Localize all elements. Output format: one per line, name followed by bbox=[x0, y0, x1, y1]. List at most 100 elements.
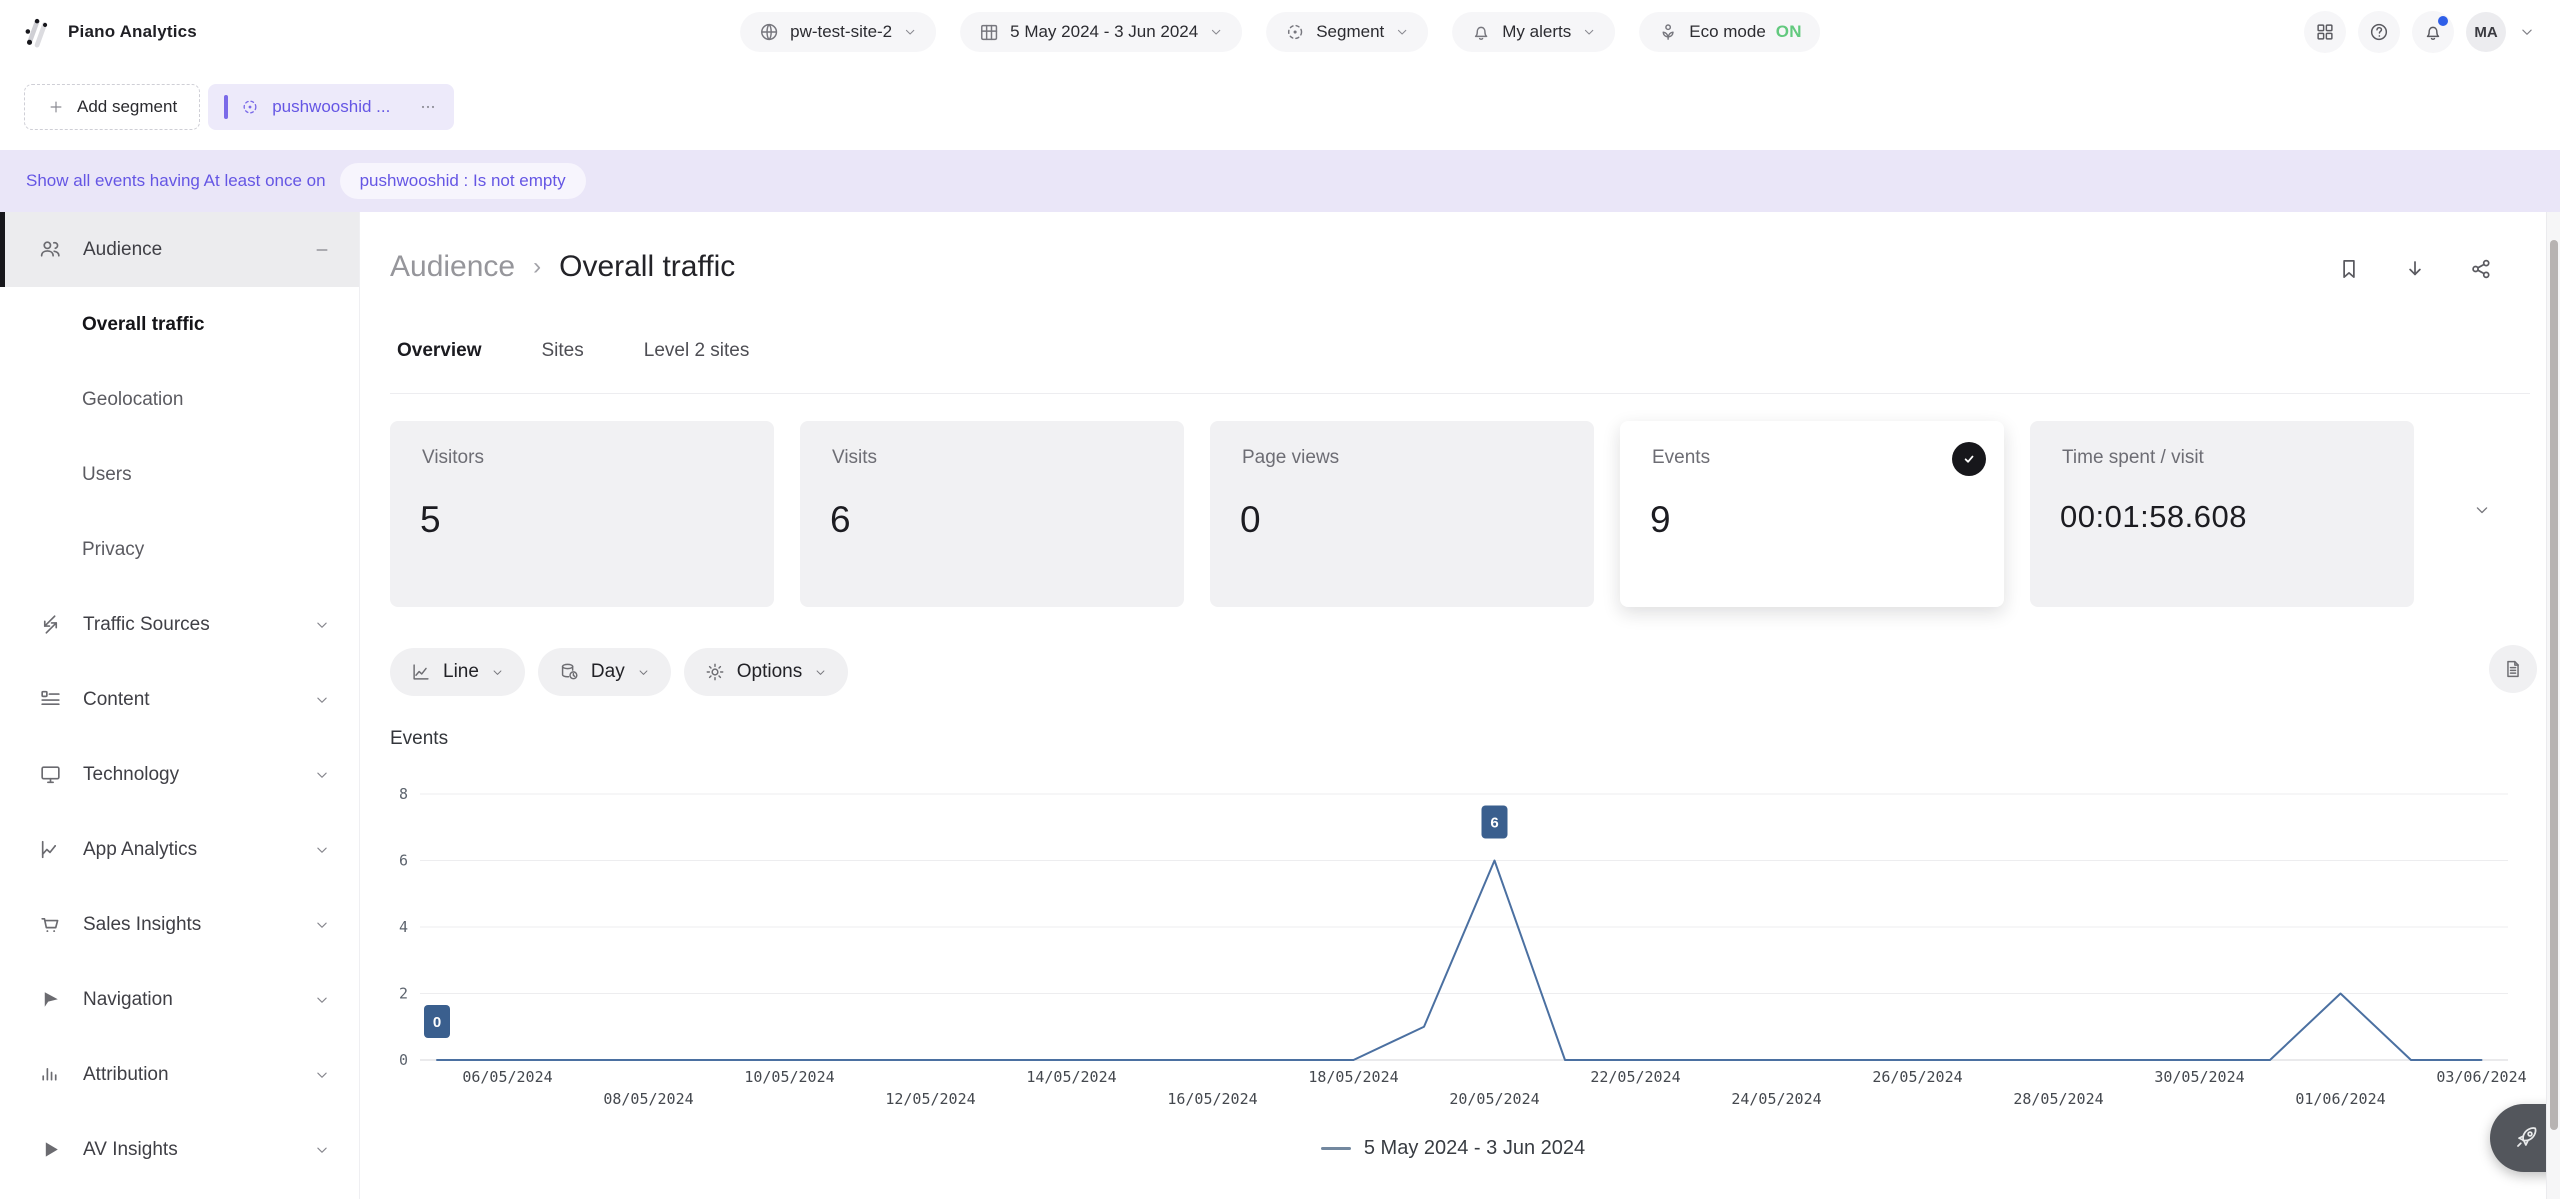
chevron-down-icon bbox=[313, 691, 331, 709]
my-alerts-menu[interactable]: My alerts bbox=[1452, 12, 1615, 52]
my-alerts-label: My alerts bbox=[1502, 22, 1571, 42]
selected-check-badge bbox=[1952, 442, 1986, 476]
account-chevron-icon[interactable] bbox=[2518, 23, 2536, 41]
bell-icon bbox=[1470, 21, 1492, 43]
sidebar-section-content[interactable]: Content bbox=[0, 662, 359, 737]
chevron-down-icon bbox=[313, 991, 331, 1009]
day-dropdown[interactable]: Day bbox=[538, 648, 671, 696]
account-avatar[interactable]: MA bbox=[2466, 12, 2506, 52]
tab-sites[interactable]: Sites bbox=[542, 340, 584, 372]
help-button[interactable] bbox=[2358, 11, 2400, 53]
site-selector-label: pw-test-site-2 bbox=[790, 22, 892, 42]
sidebar-section-sales-insights[interactable]: Sales Insights bbox=[0, 887, 359, 962]
x-axis-tick: 30/05/2024 bbox=[2154, 1068, 2244, 1086]
kpi-value: 9 bbox=[1650, 499, 1671, 541]
cursor-icon bbox=[38, 987, 63, 1012]
more-metrics-chevron-icon[interactable] bbox=[2472, 500, 2492, 520]
traffic-icon bbox=[38, 612, 63, 637]
document-icon bbox=[2502, 658, 2524, 680]
eco-mode-status: ON bbox=[1776, 22, 1802, 42]
x-axis-tick: 26/05/2024 bbox=[1872, 1068, 1962, 1086]
breadcrumb-section[interactable]: Audience bbox=[390, 250, 515, 284]
chevron-down-icon bbox=[902, 24, 918, 40]
chevron-down-icon bbox=[813, 665, 828, 680]
y-axis-tick: 2 bbox=[399, 985, 408, 1003]
sidebar-section-av-insights[interactable]: AV Insights bbox=[0, 1112, 359, 1187]
chevron-down-icon bbox=[313, 1141, 331, 1159]
scrollbar-track[interactable] bbox=[2546, 212, 2560, 1199]
sidebar-section-traffic-sources[interactable]: Traffic Sources bbox=[0, 587, 359, 662]
sidebar-item-geolocation[interactable]: Geolocation bbox=[0, 362, 359, 437]
x-axis-tick: 16/05/2024 bbox=[1167, 1090, 1257, 1108]
segment-icon bbox=[240, 97, 260, 117]
kpi-card-visits[interactable]: Visits6 bbox=[800, 421, 1184, 607]
appchart-icon bbox=[38, 837, 63, 862]
download-icon[interactable] bbox=[2402, 256, 2428, 282]
segment-selector[interactable]: Segment bbox=[1266, 12, 1428, 52]
sidebar-section-audience[interactable]: Audience bbox=[0, 212, 359, 287]
options-dropdown[interactable]: Options bbox=[684, 648, 848, 696]
database-icon bbox=[558, 661, 580, 683]
kpi-card-page-views[interactable]: Page views 0 bbox=[1210, 421, 1594, 607]
sidebar-section-label: Audience bbox=[83, 239, 313, 261]
notifications-button[interactable] bbox=[2412, 11, 2454, 53]
tab-level-2-sites[interactable]: Level 2 sites bbox=[644, 340, 750, 372]
x-axis-tick: 03/06/2024 bbox=[2436, 1068, 2526, 1086]
filter-condition-chip[interactable]: pushwooshid : Is not empty bbox=[340, 163, 586, 199]
page-title: Overall traffic bbox=[559, 250, 735, 284]
x-axis-tick: 20/05/2024 bbox=[1449, 1090, 1539, 1108]
filter-description: Show all events having At least once on bbox=[26, 171, 326, 191]
calendar-icon bbox=[978, 21, 1000, 43]
brand[interactable]: Piano Analytics bbox=[22, 16, 197, 48]
sidebar-section-app-analytics[interactable]: App Analytics bbox=[0, 812, 359, 887]
content-icon bbox=[38, 687, 63, 712]
chevron-down-icon bbox=[313, 916, 331, 934]
kpi-label: Time spent / visit bbox=[2062, 447, 2204, 469]
tab-divider bbox=[390, 393, 2530, 394]
chart-legend[interactable]: 5 May 2024 - 3 Jun 2024 bbox=[360, 1137, 2546, 1160]
tab-overview[interactable]: Overview bbox=[397, 340, 482, 372]
kpi-value: 00:01:58.608 bbox=[2060, 499, 2247, 535]
y-axis-tick: 6 bbox=[399, 852, 408, 870]
sidebar-item-users[interactable]: Users bbox=[0, 437, 359, 512]
rocket-icon bbox=[2511, 1123, 2541, 1153]
apps-grid-icon bbox=[2314, 21, 2336, 43]
x-axis-tick: 24/05/2024 bbox=[1731, 1090, 1821, 1108]
chevron-down-icon bbox=[313, 766, 331, 784]
kpi-label: Page views bbox=[1242, 447, 1339, 469]
share-icon[interactable] bbox=[2468, 256, 2494, 282]
collapse-minus-icon bbox=[313, 241, 331, 259]
gear-icon bbox=[704, 661, 726, 683]
chart-controls: Line Day Options bbox=[390, 648, 848, 696]
add-segment-button[interactable]: Add segment bbox=[24, 84, 200, 130]
dropdown-label: Line bbox=[443, 661, 479, 683]
active-segment-chip[interactable]: pushwooshid ... bbox=[208, 84, 454, 130]
bookmark-icon[interactable] bbox=[2336, 256, 2362, 282]
kpi-card-visitors[interactable]: Visitors 5 bbox=[390, 421, 774, 607]
line-dropdown[interactable]: Line bbox=[390, 648, 525, 696]
chevron-down-icon bbox=[313, 841, 331, 859]
sidebar-section-label: App Analytics bbox=[83, 839, 313, 861]
main-content: Audience › Overall traffic OverviewSites… bbox=[360, 212, 2546, 1199]
site-selector[interactable]: pw-test-site-2 bbox=[740, 12, 936, 52]
sidebar-item-overall-traffic[interactable]: Overall traffic bbox=[0, 287, 359, 362]
kpi-value: 0 bbox=[1240, 499, 1261, 541]
segment-selector-label: Segment bbox=[1316, 22, 1384, 42]
sidebar-item-privacy[interactable]: Privacy bbox=[0, 512, 359, 587]
notes-button[interactable] bbox=[2489, 645, 2537, 693]
date-range-picker[interactable]: 5 May 2024 - 3 Jun 2024 bbox=[960, 12, 1242, 52]
sidebar-section-attribution[interactable]: Attribution bbox=[0, 1037, 359, 1112]
kpi-label: Visitors bbox=[422, 447, 484, 469]
kpi-card-events[interactable]: Events9 bbox=[1620, 421, 2004, 607]
scrollbar-thumb[interactable] bbox=[2550, 240, 2558, 1130]
sidebar-section-technology[interactable]: Technology bbox=[0, 737, 359, 812]
kpi-card-time-spent-visit[interactable]: Time spent / visit 00:01:58.608 bbox=[2030, 421, 2414, 607]
sidebar-section-navigation[interactable]: Navigation bbox=[0, 962, 359, 1037]
segment-more-icon[interactable] bbox=[418, 97, 438, 117]
check-icon bbox=[1960, 450, 1978, 468]
eco-mode-toggle[interactable]: Eco mode ON bbox=[1639, 12, 1820, 52]
apps-grid-button[interactable] bbox=[2304, 11, 2346, 53]
sidebar-section-label: Navigation bbox=[83, 989, 313, 1011]
kpi-value: 5 bbox=[420, 499, 441, 541]
notification-dot bbox=[2438, 16, 2448, 26]
